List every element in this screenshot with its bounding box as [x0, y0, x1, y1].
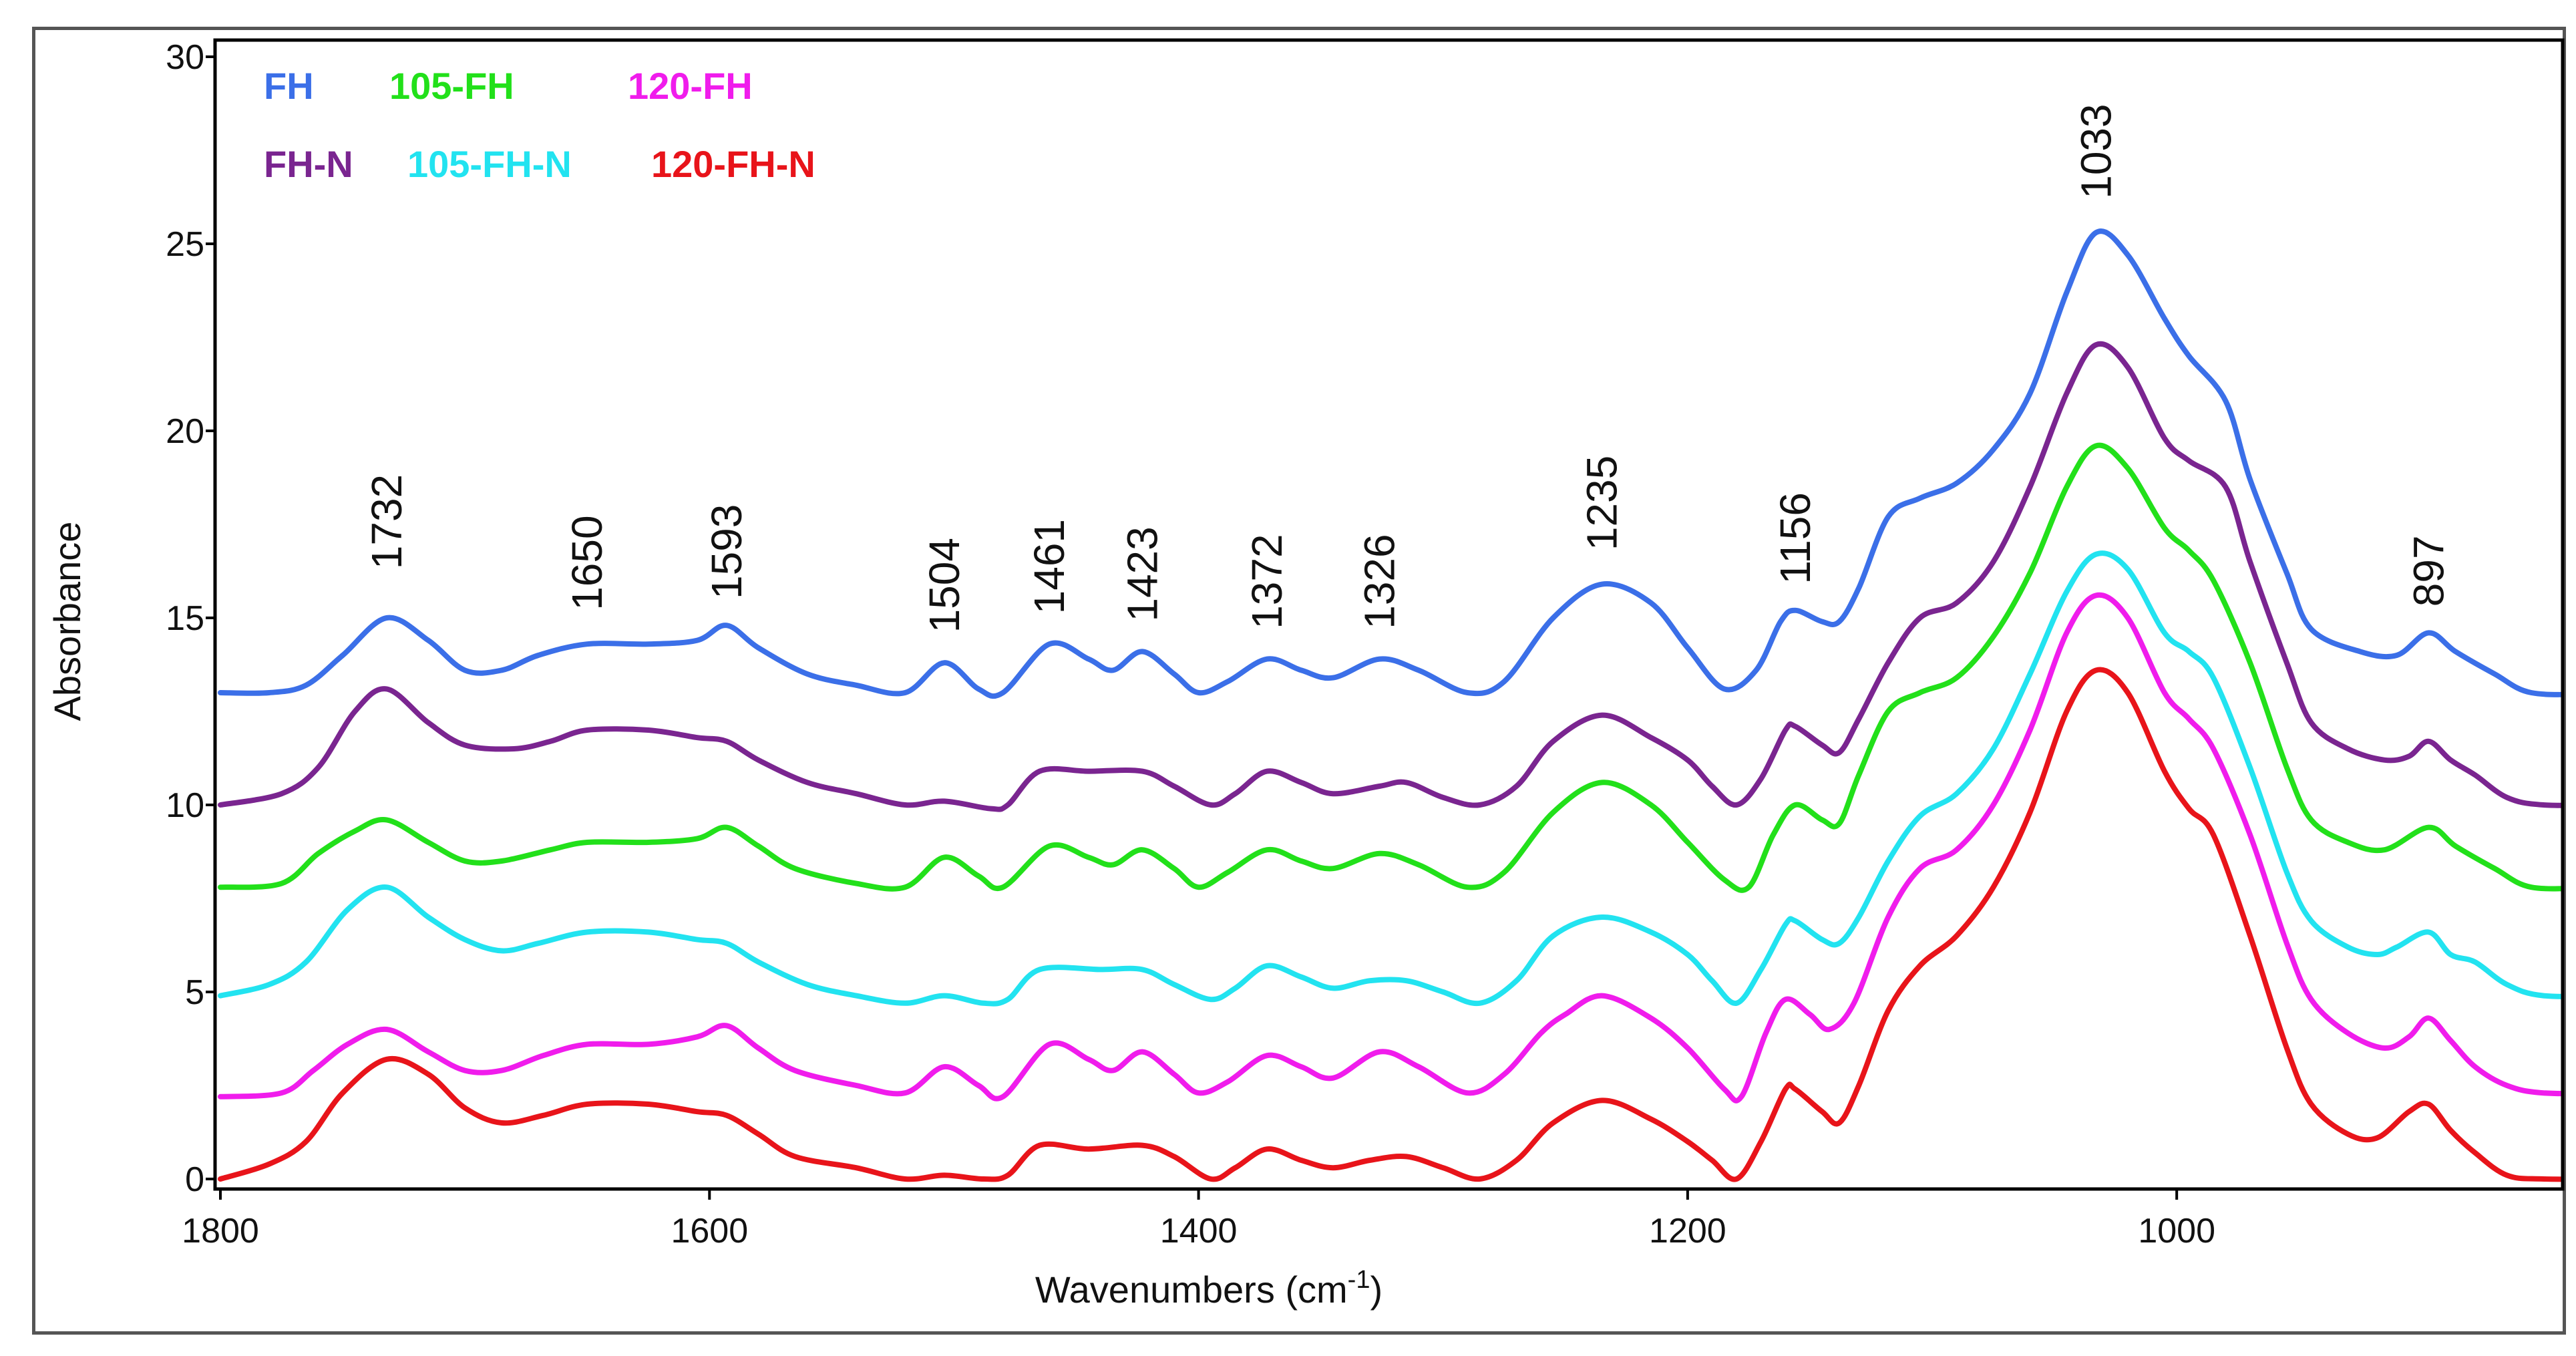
- y-tick-label: 30: [166, 38, 204, 77]
- plot-area-border: [213, 38, 2565, 1191]
- peak-label: 1372: [1243, 534, 1291, 629]
- legend-entry: 105-FH-N: [407, 143, 572, 185]
- y-tick-label: 25: [166, 225, 204, 264]
- legend-entry: 105-FH: [389, 65, 514, 107]
- peak-label: 1504: [920, 538, 968, 633]
- legend-entry: 120-FH: [628, 65, 753, 107]
- peak-label: 1423: [1118, 526, 1166, 621]
- peak-label: 1593: [703, 504, 751, 599]
- series-layer: [218, 228, 2563, 1182]
- y-tick-label: 10: [166, 786, 204, 825]
- series-line-120-fh: [218, 592, 2563, 1104]
- peak-label: 1033: [2072, 104, 2120, 198]
- x-tick-label: 1800: [182, 1212, 259, 1250]
- legend-entry: FH-N: [264, 143, 353, 185]
- x-tick-label: 1600: [671, 1212, 748, 1250]
- series-line-fh-n: [218, 341, 2563, 812]
- peak-label: 897: [2404, 535, 2452, 607]
- series-line-fh: [218, 228, 2563, 699]
- series-line-105-fh-n: [218, 550, 2563, 1007]
- y-tick-label: 20: [166, 412, 204, 451]
- series-line-120-fh-n: [218, 667, 2563, 1182]
- legend: FH 105-FH 120-FH FH-N 105-FH-N 120-FH-N: [264, 65, 815, 185]
- peak-label: 1650: [563, 515, 611, 610]
- peak-label: 1461: [1025, 519, 1073, 614]
- x-axis-label: Wavenumbers (cm-1): [1035, 1266, 1383, 1311]
- legend-entry: 120-FH-N: [651, 143, 815, 185]
- x-tick-label: 1200: [1649, 1212, 1726, 1250]
- x-tick-label: 1400: [1160, 1212, 1238, 1250]
- y-axis-ticks: 0 5 10 15 20 25 30: [166, 38, 215, 1199]
- peak-label: 1326: [1356, 534, 1404, 629]
- x-tick-label: 1000: [2138, 1212, 2215, 1250]
- peak-label: 1156: [1771, 492, 1819, 584]
- y-tick-label: 5: [185, 973, 204, 1012]
- peak-label: 1732: [363, 474, 411, 569]
- x-axis-ticks: 1800 1600 1400 1200 1000: [182, 1189, 2215, 1250]
- series-line-105-fh: [218, 442, 2563, 893]
- y-tick-label: 0: [185, 1160, 204, 1199]
- legend-entry: FH: [264, 65, 314, 107]
- y-tick-label: 15: [166, 599, 204, 638]
- peak-label: 1235: [1578, 456, 1626, 550]
- peak-labels: 1732 1650 1593 1504 1461 1423 1372 1326 1235 1156…: [363, 104, 2452, 633]
- y-axis-label: Absorbance: [46, 522, 88, 721]
